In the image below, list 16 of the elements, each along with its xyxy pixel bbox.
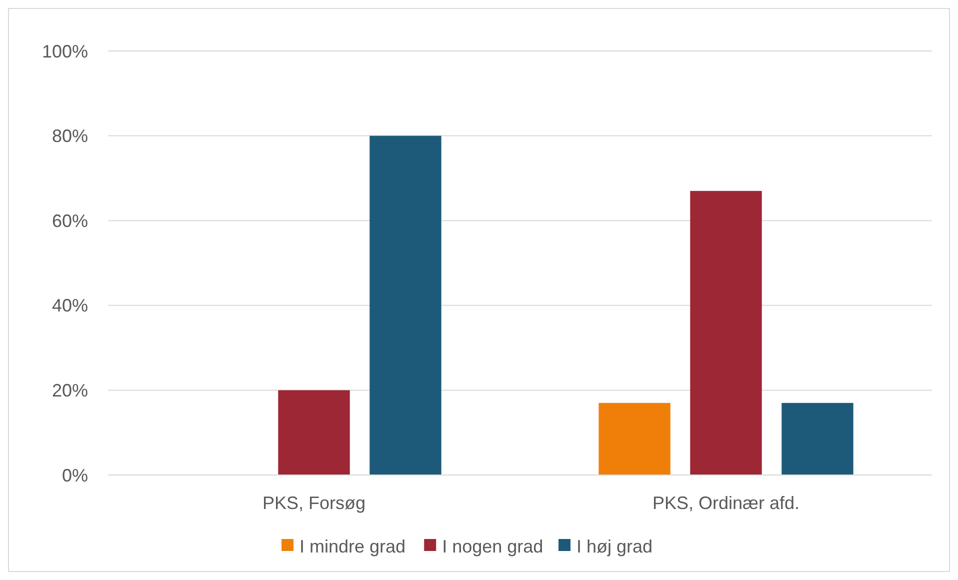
- bar: [690, 190, 762, 475]
- y-tick-label: 80%: [52, 126, 88, 146]
- x-tick-label: PKS, Ordinær afd.: [652, 493, 800, 513]
- bar: [370, 136, 442, 475]
- x-tick-label: PKS, Forsøg: [262, 493, 366, 513]
- y-tick-label: 60%: [52, 210, 88, 231]
- y-tick-label: 100%: [42, 41, 88, 62]
- legend-label: I mindre grad: [300, 536, 406, 556]
- bar: [782, 402, 854, 475]
- y-tick-label: 40%: [52, 296, 88, 316]
- bar: [278, 390, 350, 475]
- y-tick-label: 0%: [62, 465, 88, 486]
- legend-label: I høj grad: [576, 536, 653, 556]
- bar: [598, 402, 670, 475]
- y-tick-label: 20%: [52, 380, 88, 400]
- legend-label: I nogen grad: [442, 536, 544, 556]
